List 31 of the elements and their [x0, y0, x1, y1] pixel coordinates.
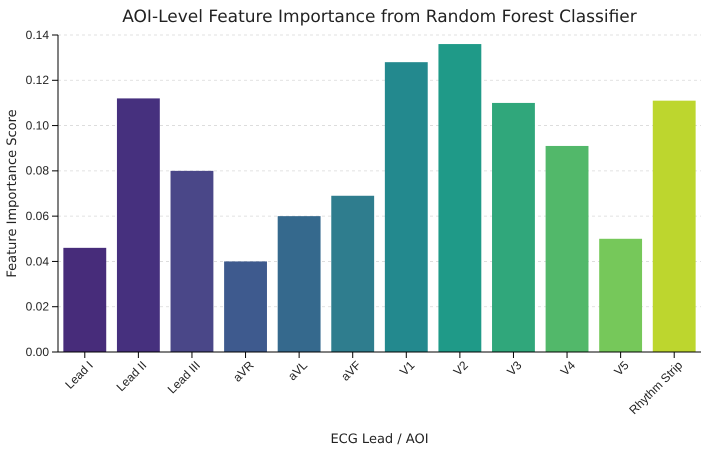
y-axis-title: Feature Importance Score [5, 109, 20, 278]
x-tick-label: V4 [558, 358, 578, 379]
x-tick-label: V1 [397, 358, 418, 379]
bar [278, 216, 321, 352]
y-tick-label: 0.00 [26, 344, 50, 359]
bar [63, 248, 106, 352]
bar [331, 196, 374, 352]
x-tick-label: aVL [285, 358, 310, 384]
bar [224, 261, 267, 352]
y-tick-label: 0.12 [26, 73, 50, 88]
bar [492, 102, 535, 352]
y-tick-label: 0.02 [26, 300, 50, 314]
y-tick-label: 0.10 [26, 118, 50, 132]
x-tick-label: V5 [611, 358, 632, 379]
y-tick-label: 0.06 [26, 208, 50, 223]
x-tick-label: V2 [450, 358, 472, 379]
x-tick-label: aVF [338, 358, 364, 384]
y-tick-label: 0.04 [26, 254, 50, 268]
x-tick-label: aVR [230, 358, 257, 385]
bar [546, 146, 588, 352]
bar [384, 62, 428, 352]
bar [438, 44, 482, 352]
bar [599, 238, 642, 352]
chart-title: AOI-Level Feature Importance from Random Forest Classifier [122, 7, 637, 27]
y-tick-label: 0.14 [26, 28, 50, 42]
x-tick-label: V3 [504, 358, 525, 379]
y-tick-label: 0.08 [26, 164, 50, 178]
bar [652, 100, 696, 352]
bar [170, 170, 214, 352]
x-axis-title: ECG Lead / AOI [330, 432, 429, 447]
bar [116, 98, 160, 352]
